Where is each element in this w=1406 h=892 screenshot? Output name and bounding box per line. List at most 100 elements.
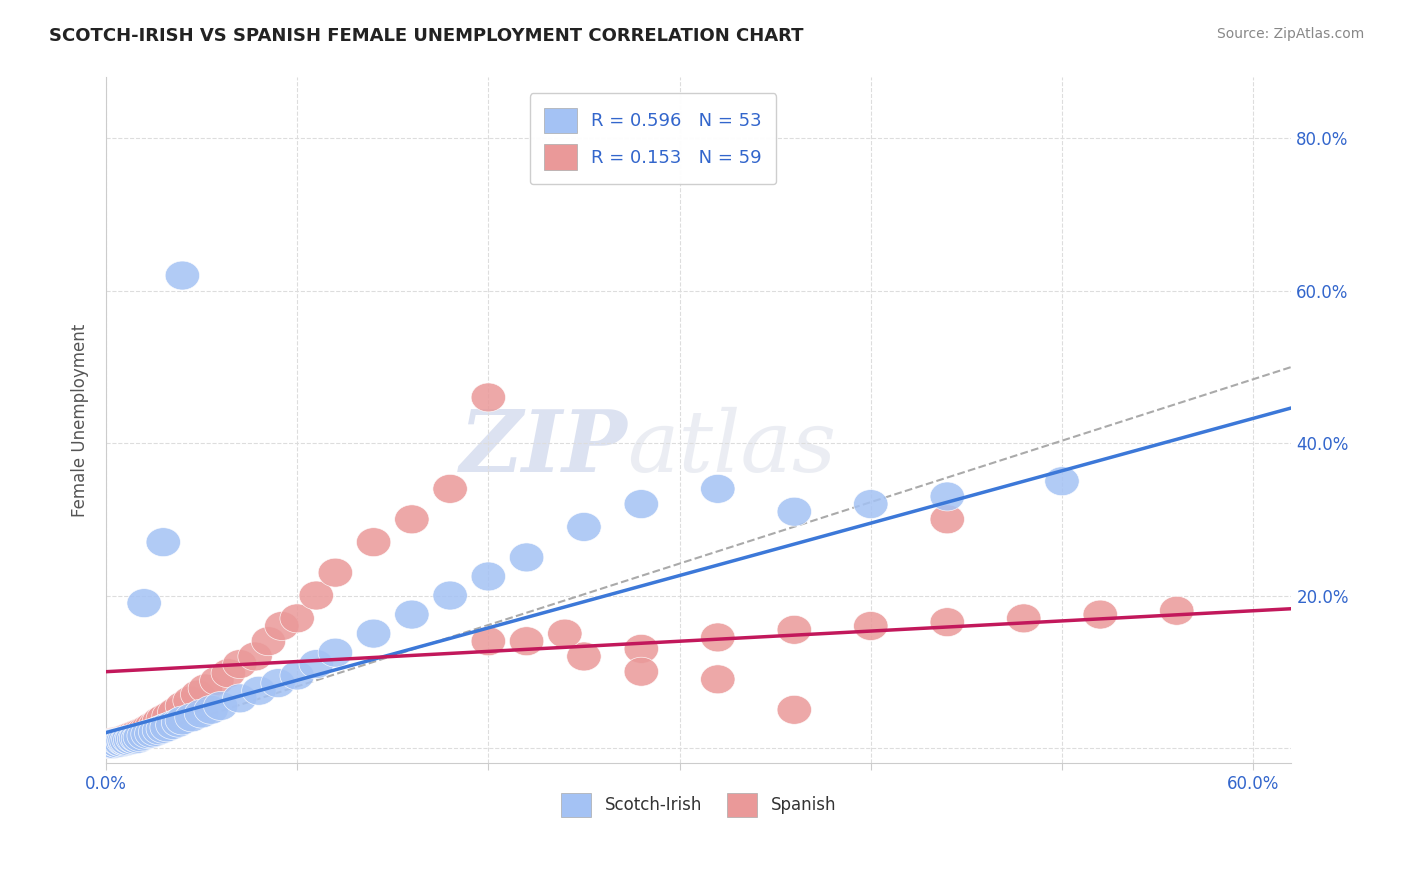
Ellipse shape: [165, 706, 200, 735]
Ellipse shape: [108, 724, 142, 753]
Ellipse shape: [103, 727, 136, 756]
Ellipse shape: [929, 505, 965, 533]
Ellipse shape: [142, 706, 177, 736]
Ellipse shape: [264, 612, 299, 640]
Ellipse shape: [238, 642, 273, 671]
Ellipse shape: [173, 686, 207, 715]
Ellipse shape: [127, 589, 162, 617]
Ellipse shape: [120, 723, 153, 753]
Ellipse shape: [252, 627, 285, 656]
Ellipse shape: [356, 619, 391, 648]
Ellipse shape: [165, 691, 200, 721]
Ellipse shape: [242, 676, 276, 706]
Ellipse shape: [204, 691, 238, 721]
Ellipse shape: [146, 705, 180, 733]
Ellipse shape: [93, 730, 127, 758]
Ellipse shape: [471, 383, 506, 412]
Ellipse shape: [299, 649, 333, 679]
Ellipse shape: [117, 725, 152, 754]
Ellipse shape: [150, 713, 184, 742]
Ellipse shape: [103, 727, 136, 756]
Legend: Scotch-Irish, Spanish: Scotch-Irish, Spanish: [555, 787, 842, 823]
Ellipse shape: [1045, 467, 1080, 496]
Ellipse shape: [174, 703, 209, 732]
Ellipse shape: [547, 619, 582, 648]
Ellipse shape: [509, 627, 544, 656]
Ellipse shape: [853, 490, 889, 518]
Ellipse shape: [700, 665, 735, 694]
Ellipse shape: [395, 505, 429, 533]
Ellipse shape: [778, 497, 811, 526]
Ellipse shape: [131, 720, 165, 748]
Ellipse shape: [100, 727, 135, 756]
Ellipse shape: [108, 726, 142, 755]
Ellipse shape: [142, 716, 177, 745]
Ellipse shape: [509, 543, 544, 572]
Ellipse shape: [110, 727, 145, 756]
Ellipse shape: [146, 714, 180, 743]
Ellipse shape: [93, 730, 127, 758]
Ellipse shape: [138, 711, 173, 739]
Ellipse shape: [567, 513, 602, 541]
Ellipse shape: [433, 581, 467, 610]
Ellipse shape: [120, 720, 153, 748]
Ellipse shape: [567, 642, 602, 671]
Ellipse shape: [222, 649, 257, 679]
Ellipse shape: [135, 719, 169, 747]
Ellipse shape: [111, 725, 146, 754]
Ellipse shape: [104, 726, 138, 755]
Ellipse shape: [929, 482, 965, 511]
Ellipse shape: [110, 725, 145, 754]
Ellipse shape: [165, 261, 200, 290]
Ellipse shape: [433, 475, 467, 503]
Ellipse shape: [152, 701, 186, 731]
Text: ZIP: ZIP: [460, 406, 627, 490]
Ellipse shape: [280, 604, 315, 632]
Ellipse shape: [115, 724, 150, 753]
Ellipse shape: [180, 680, 215, 709]
Ellipse shape: [1160, 596, 1194, 625]
Ellipse shape: [97, 727, 131, 756]
Ellipse shape: [117, 722, 152, 751]
Ellipse shape: [211, 659, 246, 688]
Ellipse shape: [105, 727, 141, 756]
Ellipse shape: [929, 607, 965, 637]
Ellipse shape: [778, 696, 811, 724]
Ellipse shape: [222, 684, 257, 713]
Ellipse shape: [356, 528, 391, 557]
Ellipse shape: [125, 719, 159, 747]
Ellipse shape: [700, 623, 735, 652]
Ellipse shape: [114, 723, 148, 753]
Ellipse shape: [700, 475, 735, 503]
Ellipse shape: [853, 612, 889, 640]
Ellipse shape: [194, 696, 228, 724]
Ellipse shape: [105, 727, 141, 756]
Ellipse shape: [94, 729, 129, 758]
Ellipse shape: [200, 666, 233, 696]
Ellipse shape: [395, 600, 429, 629]
Ellipse shape: [184, 699, 219, 728]
Ellipse shape: [138, 717, 173, 747]
Ellipse shape: [127, 716, 162, 746]
Ellipse shape: [104, 728, 138, 757]
Ellipse shape: [157, 698, 193, 727]
Ellipse shape: [94, 729, 129, 758]
Ellipse shape: [624, 490, 658, 518]
Ellipse shape: [146, 528, 180, 557]
Ellipse shape: [124, 723, 157, 752]
Ellipse shape: [280, 661, 315, 690]
Ellipse shape: [98, 728, 132, 757]
Ellipse shape: [318, 638, 353, 667]
Ellipse shape: [162, 708, 195, 737]
Ellipse shape: [471, 562, 506, 591]
Ellipse shape: [778, 615, 811, 644]
Text: SCOTCH-IRISH VS SPANISH FEMALE UNEMPLOYMENT CORRELATION CHART: SCOTCH-IRISH VS SPANISH FEMALE UNEMPLOYM…: [49, 27, 804, 45]
Ellipse shape: [121, 721, 156, 749]
Ellipse shape: [100, 729, 135, 758]
Ellipse shape: [1007, 604, 1040, 632]
Ellipse shape: [471, 627, 506, 656]
Ellipse shape: [260, 669, 295, 698]
Ellipse shape: [624, 657, 658, 686]
Ellipse shape: [97, 730, 131, 758]
Ellipse shape: [624, 634, 658, 664]
